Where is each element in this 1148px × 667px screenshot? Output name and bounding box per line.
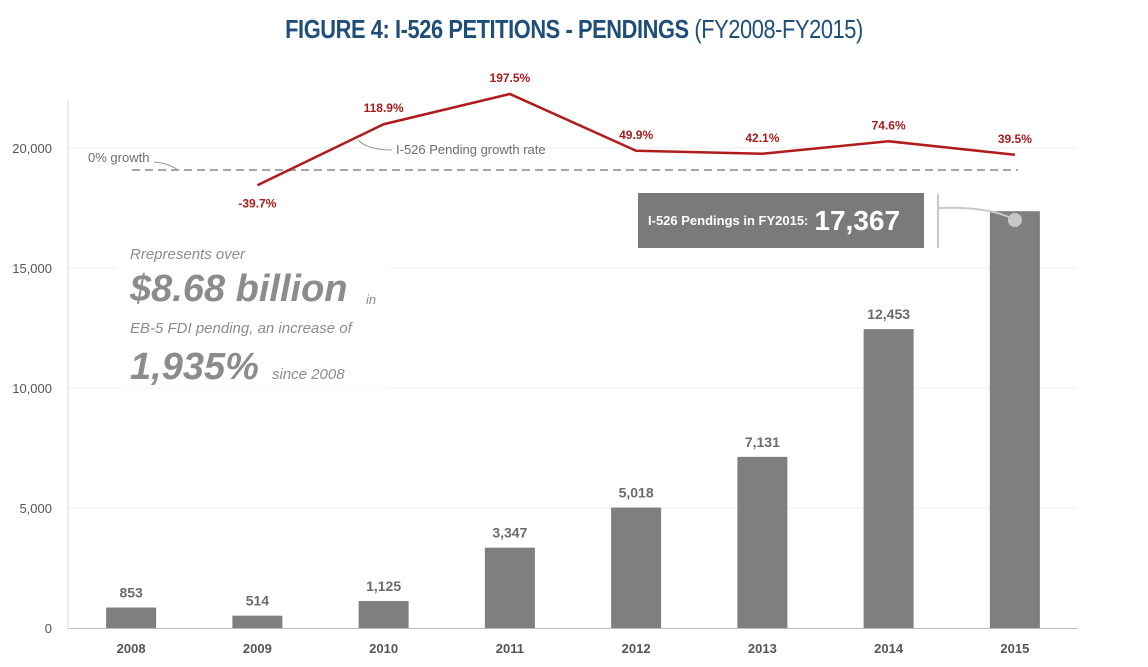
x-tick-label: 2014 <box>874 641 904 656</box>
summary-percent: 1,935% <box>130 346 259 388</box>
growth-value-label: 74.6% <box>872 118 906 132</box>
bar-value-label: 3,347 <box>492 525 527 541</box>
callout-label: I-526 Pendings in FY2015: <box>648 213 809 228</box>
bar <box>737 456 788 628</box>
growth-value-label: 118.9% <box>364 101 404 115</box>
bar <box>989 211 1040 628</box>
summary-textbox: Rrepresents over $8.68 billion in EB-5 F… <box>118 238 390 388</box>
x-tick-label: 2010 <box>369 641 398 656</box>
growth-series-label: I-526 Pending growth rate <box>396 142 546 157</box>
growth-series-line <box>256 92 1016 187</box>
chart-title-sub: (FY2008-FY2015) <box>694 14 863 44</box>
bar-value-label: 7,131 <box>745 434 780 450</box>
x-tick-label: 2011 <box>496 641 524 656</box>
x-tick-label: 2013 <box>748 641 777 656</box>
x-tick-label: 2009 <box>243 641 272 656</box>
bar <box>106 607 157 628</box>
x-tick-label: 2008 <box>117 641 146 656</box>
chart-title: FIGURE 4: I-526 PETITIONS - PENDINGS (FY… <box>92 14 1056 45</box>
zero-growth-label: 0% growth <box>88 150 149 165</box>
callout-box: I-526 Pendings in FY2015: 17,367 <box>638 193 924 248</box>
y-tick-label: 10,000 <box>12 381 52 396</box>
bar <box>611 507 662 628</box>
bar <box>358 601 409 628</box>
bar-labels: 853 514 1,125 3,347 5,018 7,131 12,453 <box>119 306 910 609</box>
bar-value-label: 514 <box>246 593 270 609</box>
bars <box>106 211 1040 628</box>
x-axis-ticks: 2008 2009 2010 2011 2012 2013 2014 2015 <box>117 641 1030 656</box>
growth-value-label: 42.1% <box>745 131 779 145</box>
bar <box>232 615 283 628</box>
callout-value: 17,367 <box>814 204 901 236</box>
growth-series-leader <box>357 139 393 151</box>
bar <box>484 547 535 628</box>
growth-value-label: -39.7% <box>238 196 276 210</box>
summary-line2: EB-5 FDI pending, an increase of <box>130 320 352 337</box>
y-tick-label: 5,000 <box>19 501 52 516</box>
growth-value-label: 197.5% <box>490 71 531 85</box>
callout-dot <box>1007 213 1022 227</box>
y-tick-label: 0 <box>45 621 52 636</box>
x-tick-label: 2015 <box>1000 641 1029 656</box>
bar-value-label: 12,453 <box>867 306 910 322</box>
chart-title-main: FIGURE 4: I-526 PETITIONS - PENDINGS <box>285 14 689 44</box>
y-tick-label: 15,000 <box>12 261 52 276</box>
zero-growth-leader <box>153 161 179 171</box>
bar-value-label: 853 <box>119 585 143 601</box>
x-tick-label: 2012 <box>622 641 651 656</box>
growth-value-label: 49.9% <box>619 128 653 142</box>
growth-labels: -39.7% 118.9% 197.5% 49.9% 42.1% 74.6% 39.5% <box>238 71 1032 210</box>
y-tick-label: 20,000 <box>12 141 52 156</box>
bar-value-label: 5,018 <box>619 485 654 501</box>
bar-value-label: 1,125 <box>366 578 401 594</box>
growth-value-label: 39.5% <box>998 132 1032 146</box>
summary-since: since 2008 <box>272 366 345 383</box>
summary-line1: Rrepresents over <box>130 246 246 263</box>
summary-amount: $8.68 billion <box>130 268 348 310</box>
y-axis-ticks: 0 5,000 10,000 15,000 20,000 <box>12 141 52 636</box>
summary-in: in <box>366 292 377 307</box>
bar <box>863 329 914 628</box>
